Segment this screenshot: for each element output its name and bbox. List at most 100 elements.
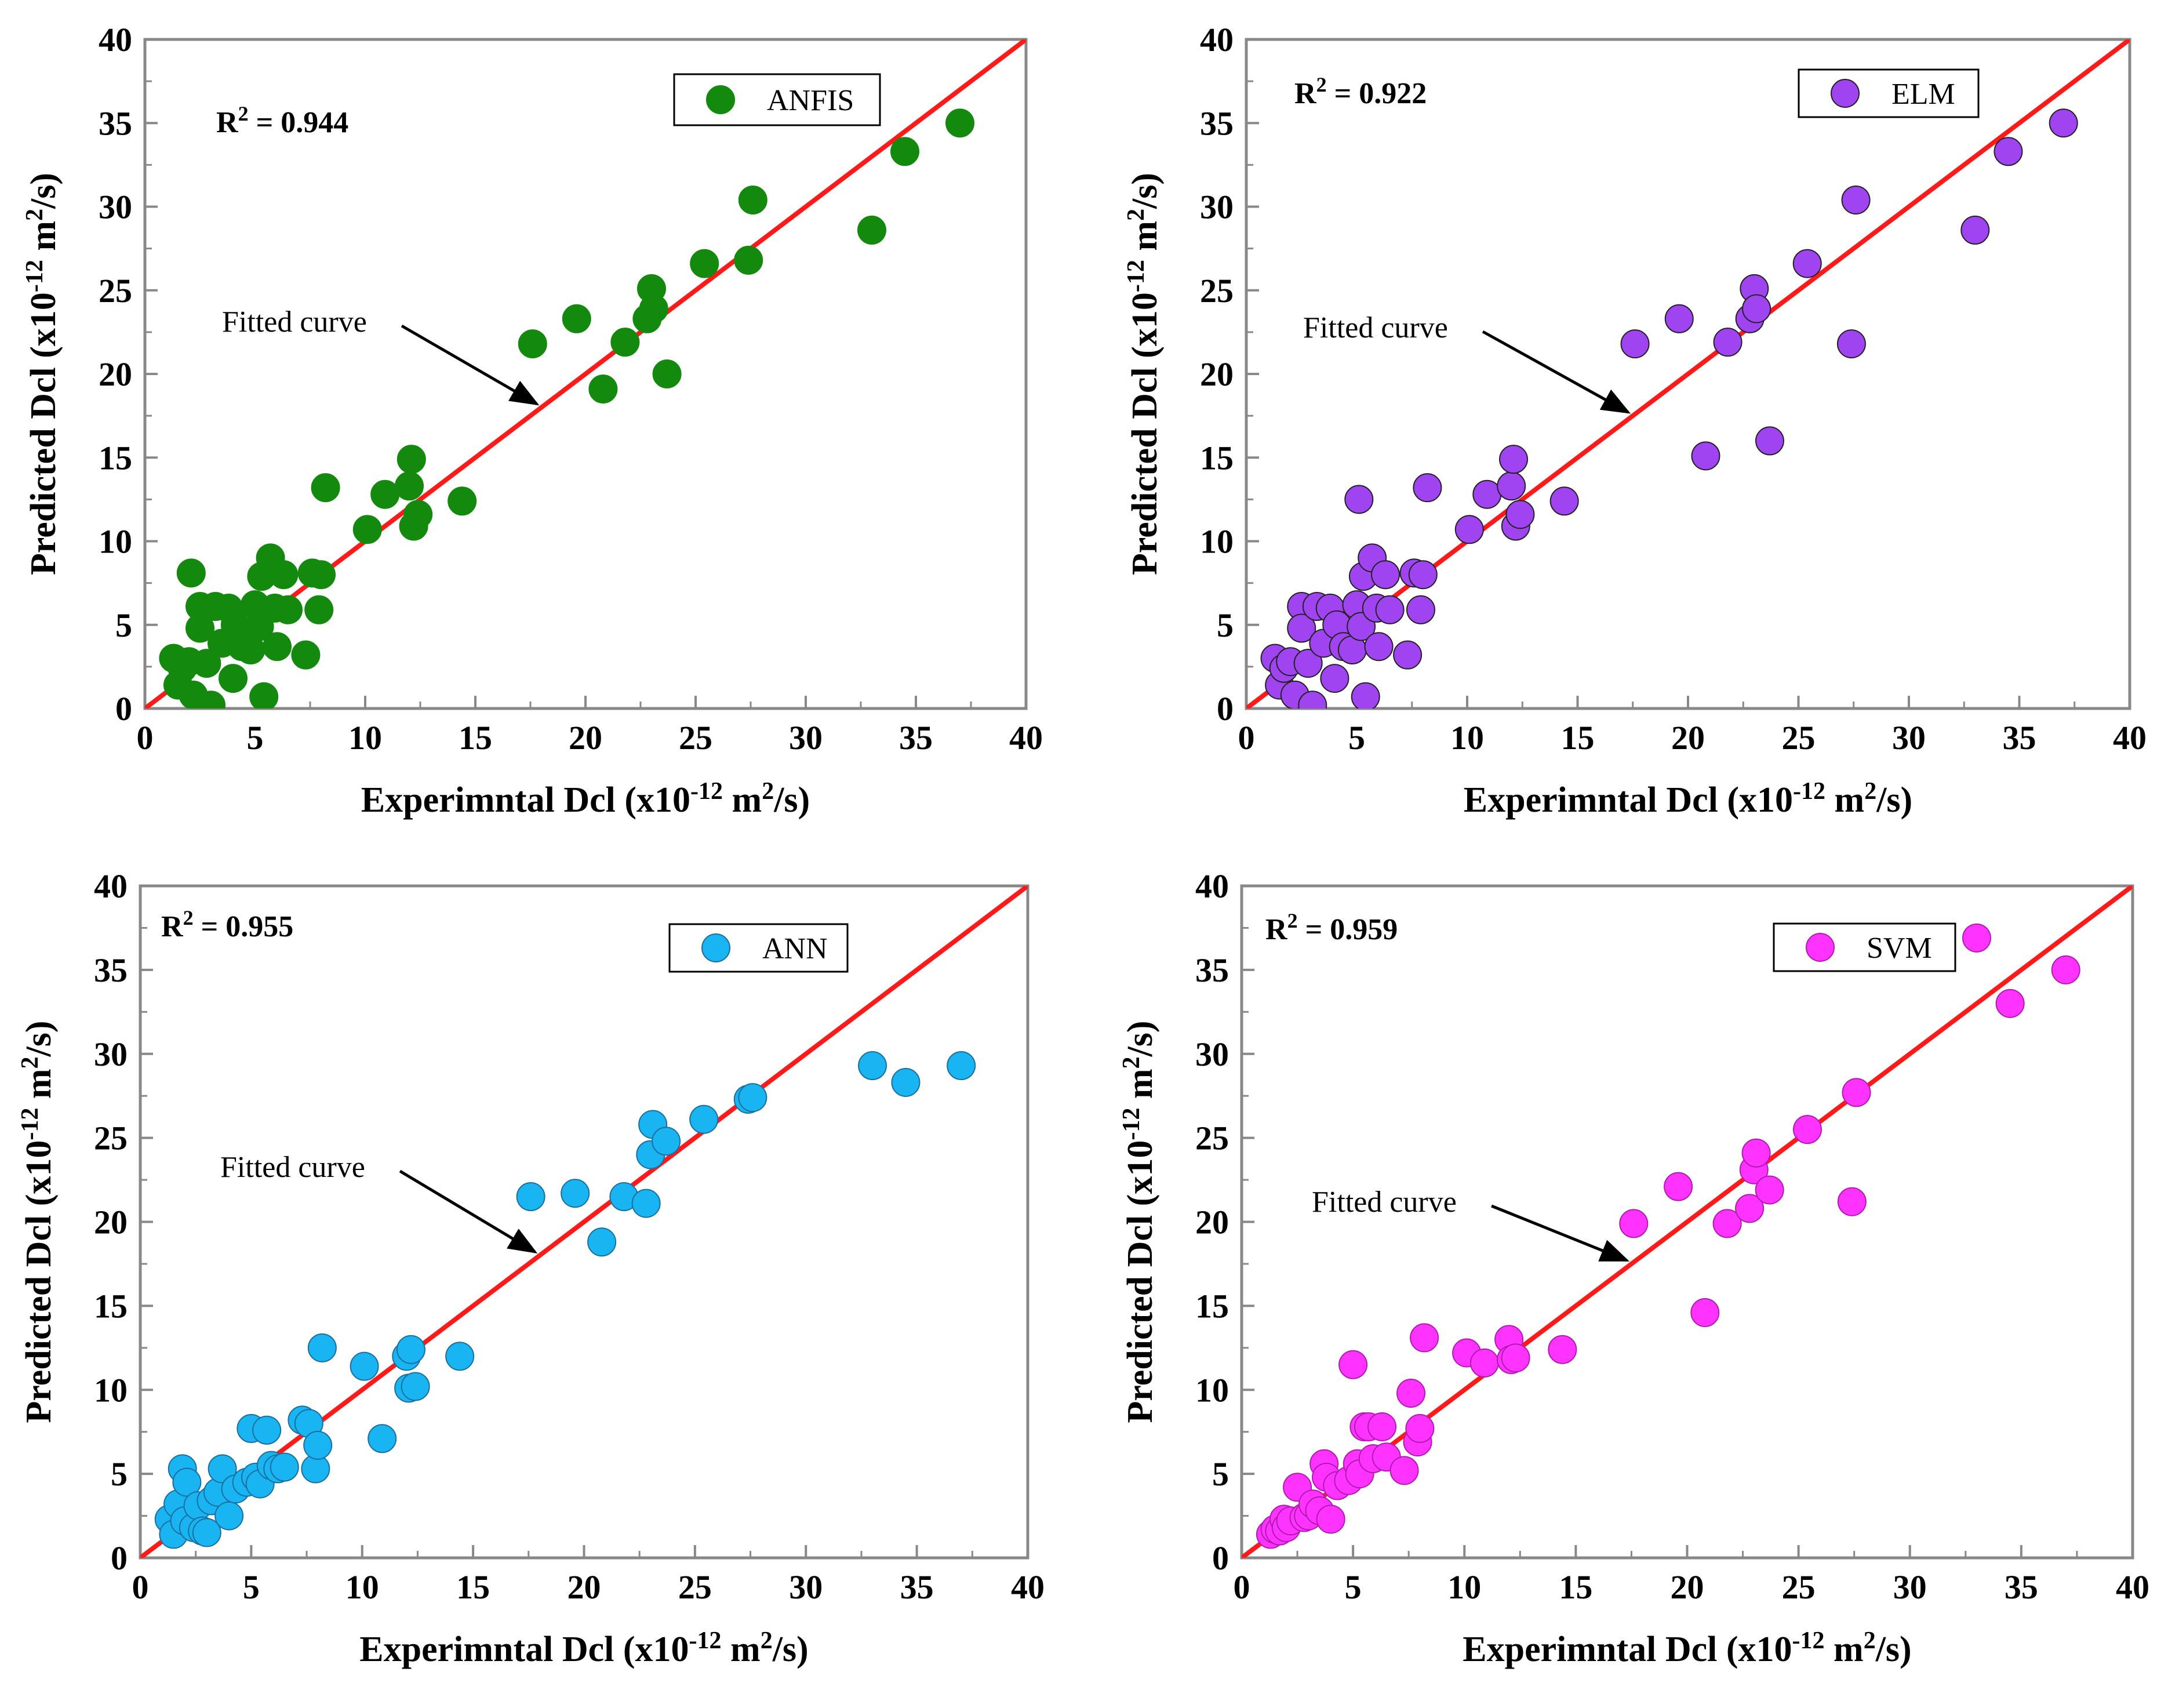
y-tick-label: 10: [99, 523, 132, 561]
scatter-points: [1256, 923, 2080, 1549]
data-point: [1842, 1078, 1871, 1107]
data-point: [1836, 329, 1866, 359]
data-point: [197, 691, 225, 708]
legend-marker: [1806, 933, 1835, 962]
data-point: [1287, 613, 1316, 643]
annotation-arrow: [1482, 330, 1631, 414]
data-point: [1293, 649, 1323, 678]
y-tick-label: 0: [111, 1539, 128, 1577]
y-tick-label: 20: [94, 1204, 128, 1241]
y-tick-label: 25: [99, 272, 132, 310]
data-point: [1338, 1350, 1368, 1379]
y-tick-label: 30: [1200, 188, 1234, 226]
data-point: [652, 1126, 681, 1156]
data-point: [587, 1227, 617, 1257]
x-tick-label: 10: [1450, 719, 1484, 757]
legend-label: ELM: [1891, 78, 1955, 111]
fitted-curve-annotation: Fitted curve: [222, 306, 367, 339]
data-point: [1389, 1456, 1419, 1485]
data-point: [1497, 471, 1526, 501]
data-point: [689, 1104, 719, 1134]
x-tick-label: 15: [1559, 1568, 1592, 1606]
y-tick-label: 5: [1212, 1455, 1229, 1493]
r-squared-label: R2 = 0.959: [1265, 909, 1398, 946]
y-tick-label: 5: [111, 1455, 128, 1493]
data-point: [1344, 485, 1374, 514]
y-axis-label: Predicted Dcl (x10-12 m2/s): [1123, 173, 1165, 575]
data-point: [1375, 595, 1405, 624]
legend-label: ANFIS: [767, 84, 854, 117]
data-point: [214, 1501, 244, 1531]
data-point: [1712, 1209, 1742, 1238]
legend: ELM: [1798, 68, 1980, 118]
x-tick-label: 5: [247, 719, 264, 757]
data-point: [890, 137, 919, 166]
data-point: [269, 560, 299, 590]
fitted-curve-annotation: Fitted curve: [1312, 1186, 1457, 1219]
data-point: [448, 486, 477, 516]
data-point: [858, 1051, 887, 1081]
data-point: [1713, 328, 1743, 357]
x-tick-label: 5: [1345, 1568, 1362, 1606]
y-tick-label: 20: [1195, 1204, 1229, 1241]
x-tick-label: 20: [569, 719, 602, 757]
data-point: [1691, 441, 1720, 471]
chart-panel-svm: 0 5 10 15 20 25 30 35 40 0 5 10 15 20 25 30 35 40 Experimn…: [1118, 867, 2149, 1669]
data-point: [445, 1342, 475, 1371]
data-point: [1690, 1298, 1720, 1327]
data-point: [1316, 1505, 1345, 1534]
x-tick-label: 0: [137, 719, 154, 757]
y-tick-label: 0: [1217, 690, 1234, 728]
data-point: [738, 185, 767, 215]
data-point: [396, 1335, 425, 1364]
annotation-arrow: [1491, 1204, 1630, 1262]
data-point: [1396, 1379, 1426, 1408]
y-tick-label: 0: [115, 690, 132, 728]
x-tick-label: 5: [1348, 719, 1365, 757]
data-point: [1371, 560, 1400, 590]
y-tick-label: 30: [99, 188, 132, 226]
y-tick-label: 5: [115, 606, 132, 644]
data-point: [172, 1467, 202, 1497]
data-point: [304, 595, 334, 624]
y-tick-label: 40: [1195, 867, 1229, 905]
data-point: [1620, 329, 1650, 359]
x-tick-label: 35: [899, 719, 933, 757]
data-point: [1549, 486, 1579, 516]
x-tick-label: 40: [1011, 1568, 1045, 1606]
legend-marker: [706, 85, 735, 114]
x-tick-label: 5: [243, 1568, 260, 1606]
data-point: [518, 329, 547, 359]
y-tick-label: 35: [1200, 104, 1234, 142]
data-point: [1619, 1209, 1649, 1238]
data-point: [352, 515, 382, 544]
x-tick-label: 25: [678, 1568, 712, 1606]
x-tick-label: 25: [1782, 1568, 1816, 1606]
y-tick-label: 20: [99, 355, 132, 393]
y-tick-label: 25: [94, 1120, 128, 1157]
data-point: [1454, 515, 1484, 544]
data-point: [192, 1518, 221, 1547]
data-point: [1548, 1335, 1577, 1364]
annotation-arrow: [401, 324, 540, 406]
data-point: [219, 664, 248, 693]
legend-box: [1773, 922, 1956, 972]
data-point: [1410, 1323, 1439, 1353]
y-tick-label: 5: [1217, 606, 1234, 644]
data-point: [1367, 1412, 1397, 1441]
data-point: [1735, 1194, 1765, 1223]
data-point: [307, 1333, 337, 1362]
y-tick-label: 15: [99, 439, 132, 477]
x-tick-label: 15: [1561, 719, 1595, 757]
data-point: [1393, 640, 1423, 670]
x-tick-label: 40: [1009, 719, 1043, 757]
data-point: [249, 682, 279, 708]
x-tick-label: 10: [348, 719, 382, 757]
data-point: [945, 108, 974, 138]
data-point: [1664, 304, 1694, 333]
legend: SVM: [1773, 922, 1956, 972]
x-axis-label: Experimntal Dcl (x10-12 m2/s): [1463, 1627, 1911, 1669]
data-point: [1960, 215, 1990, 245]
y-tick-label: 40: [1200, 21, 1234, 59]
data-point: [1841, 185, 1871, 215]
